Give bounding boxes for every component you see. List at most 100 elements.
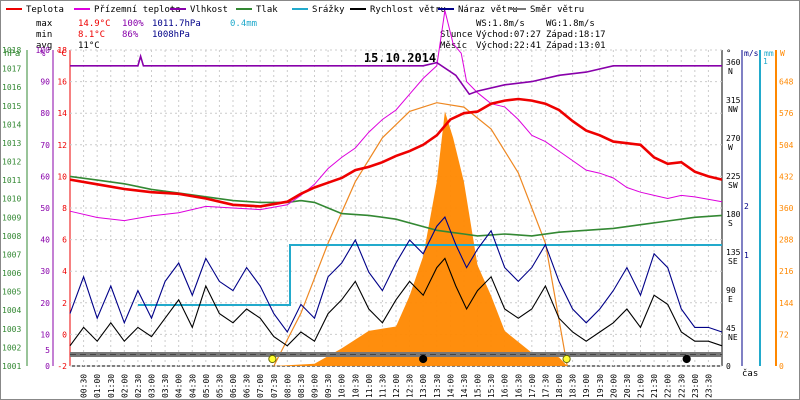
stats-max-rain: 0.4mm xyxy=(230,19,257,29)
solar-tick-2: 144 xyxy=(779,299,794,308)
solar-tick-5: 360 xyxy=(779,204,794,213)
dir-unit-label: ° xyxy=(726,49,731,59)
press-tick-3: 1004 xyxy=(2,306,21,315)
stats-min-label: min xyxy=(36,30,52,40)
press-tick-12: 1013 xyxy=(2,139,21,148)
dir-tick-name-2: W xyxy=(728,143,733,152)
series-rain xyxy=(137,244,722,306)
x-tick-40: 20:30 xyxy=(623,374,632,398)
dir-tick-name-5: SE xyxy=(728,257,738,266)
astro-info: WS:1.8m/s WG:1.8m/s Slunce Východ:07:27 … xyxy=(440,19,606,51)
moon-rise: Východ:22:41 xyxy=(476,41,541,51)
dir-tick-deg-5: 135 xyxy=(726,248,741,257)
stats-avg-label: avg xyxy=(36,41,52,51)
series-solar-measured xyxy=(273,111,568,367)
temp-tick-3: 4 xyxy=(62,267,67,276)
x-tick-21: 11:00 xyxy=(365,374,374,398)
press-tick-5: 1006 xyxy=(2,269,21,278)
x-tick-45: 23:00 xyxy=(691,374,700,398)
stats-max-press: 1011.7hPa xyxy=(152,19,201,29)
dir-tick-name-7: NE xyxy=(728,333,738,342)
x-tick-27: 14:00 xyxy=(446,374,455,398)
wind-gust-info: WG:1.8m/s xyxy=(546,19,595,29)
temp-tick-2: 2 xyxy=(62,299,67,308)
x-tick-26: 13:30 xyxy=(433,374,442,398)
temp-tick-10: 18 xyxy=(57,46,67,55)
x-tick-23: 12:00 xyxy=(392,374,401,398)
stats-max-hum: 100% xyxy=(122,19,144,29)
temp-tick-6: 10 xyxy=(57,172,67,181)
hum-tick-1: 5 xyxy=(45,346,50,355)
press-tick-10: 1011 xyxy=(2,176,21,185)
dir-tick-deg-3: 225 xyxy=(726,172,741,181)
x-tick-12: 06:30 xyxy=(243,374,252,398)
x-tick-4: 02:30 xyxy=(134,374,143,398)
temp-tick-5: 8 xyxy=(62,204,67,213)
hum-tick-20: 100 xyxy=(36,46,51,55)
moon-set: Západ:13:01 xyxy=(546,41,606,51)
solar-tick-9: 648 xyxy=(779,78,794,87)
x-tick-44: 22:30 xyxy=(677,374,686,398)
x-tick-34: 17:30 xyxy=(541,374,550,398)
x-tick-32: 16:30 xyxy=(514,374,523,398)
x-tick-2: 01:30 xyxy=(107,374,116,398)
hum-tick-10: 50 xyxy=(40,204,50,213)
sun-marker-1 xyxy=(562,354,571,364)
dir-tick-deg-2: 270 xyxy=(726,134,741,143)
x-tick-36: 18:30 xyxy=(569,374,578,398)
x-tick-39: 20:00 xyxy=(609,374,618,398)
x-tick-35: 18:00 xyxy=(555,374,564,398)
sun-label: Slunce xyxy=(440,30,473,40)
x-tick-8: 04:30 xyxy=(188,374,197,398)
wind-tick-0: 1 xyxy=(744,251,749,260)
legend-label-3: Tlak xyxy=(256,5,278,15)
stats-block: max 14.9°C 100% 1011.7hPa 0.4mm min 8.1°… xyxy=(36,19,257,51)
x-tick-5: 03:00 xyxy=(148,374,157,398)
series-solar-arc xyxy=(273,102,568,367)
stats-min-temp: 8.1°C xyxy=(78,30,105,40)
x-tick-1: 01:00 xyxy=(93,374,102,398)
x-tick-20: 10:30 xyxy=(351,374,360,398)
dir-tick-name-3: SW xyxy=(728,181,738,190)
sun-rise: Východ:07:27 xyxy=(476,30,541,40)
axes: hPa% °C ° m/s mm W100110021003100410051006100… xyxy=(2,46,794,371)
hum-tick-12: 60 xyxy=(40,172,50,181)
x-tick-22: 11:30 xyxy=(378,374,387,398)
press-tick-6: 1007 xyxy=(2,250,21,259)
press-unit-label: hPa xyxy=(4,49,20,59)
hum-unit-label: % xyxy=(40,49,46,59)
dir-tick-deg-4: 180 xyxy=(726,210,741,219)
press-tick-15: 1016 xyxy=(2,83,21,92)
dir-tick-deg-8: 0 xyxy=(726,362,731,371)
solar-tick-7: 504 xyxy=(779,141,794,150)
sun-marker-0 xyxy=(268,354,277,364)
x-tick-46: 23:30 xyxy=(704,374,713,398)
stats-max-temp: 14.9°C xyxy=(78,19,111,29)
solar-unit-label: W xyxy=(780,49,785,58)
x-tick-29: 15:00 xyxy=(474,374,483,398)
rain-tick-0: 1 xyxy=(763,57,768,66)
temp-tick-0: -2 xyxy=(57,362,67,371)
x-axis-label: čas xyxy=(742,368,758,379)
press-tick-13: 1014 xyxy=(2,120,21,129)
press-tick-0: 1001 xyxy=(2,362,21,371)
wind-unit-label: m/s xyxy=(744,49,759,58)
x-tick-9: 05:00 xyxy=(202,374,211,398)
x-tick-30: 15:30 xyxy=(487,374,496,398)
legend-label-1: Přízemní teplota xyxy=(94,5,181,15)
x-tick-18: 09:30 xyxy=(324,374,333,398)
dir-tick-deg-1: 315 xyxy=(726,96,741,105)
solar-tick-1: 72 xyxy=(779,330,789,339)
x-tick-14: 07:30 xyxy=(270,374,279,398)
rain-unit-label: mm xyxy=(764,49,774,58)
series-temperature xyxy=(69,97,723,208)
stats-min-hum: 86% xyxy=(122,30,139,40)
press-tick-14: 1015 xyxy=(2,102,21,111)
x-tick-17: 09:00 xyxy=(311,374,320,398)
x-axis: 00:30 01:00 01:30 02:00 02:30 03:00 03:30 04:00… xyxy=(80,374,714,398)
press-tick-7: 1008 xyxy=(2,232,21,241)
press-tick-9: 1010 xyxy=(2,195,21,204)
sun-set: Západ:18:17 xyxy=(546,30,606,40)
x-tick-11: 06:00 xyxy=(229,374,238,398)
